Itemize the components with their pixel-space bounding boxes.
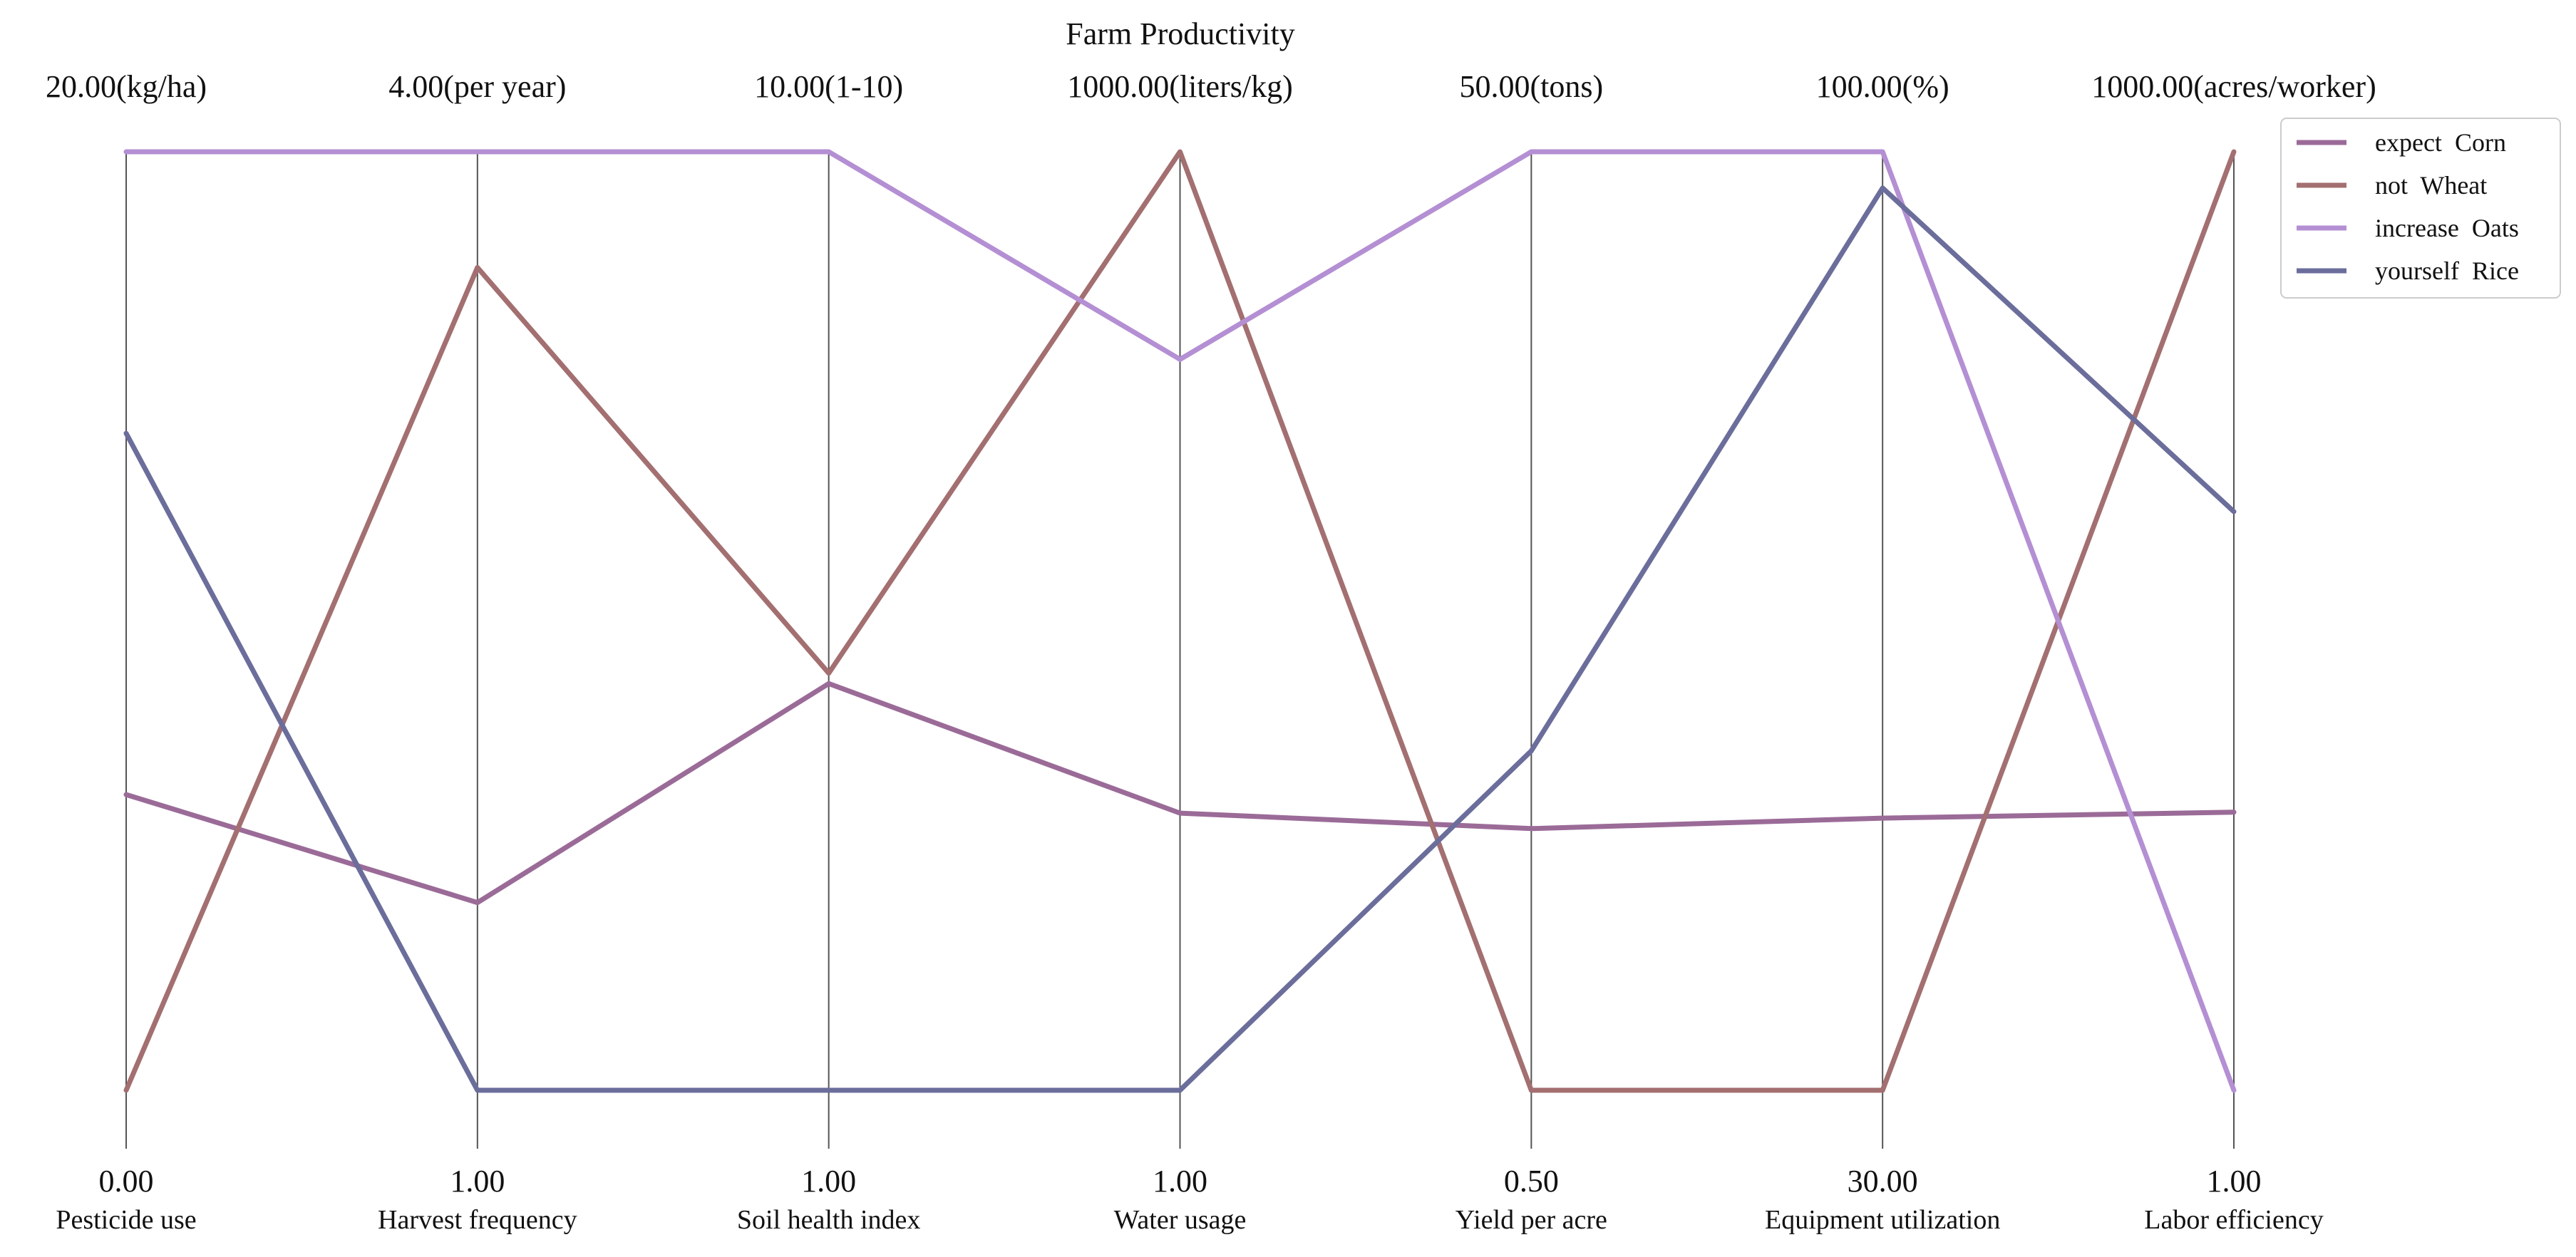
axis-name-yield-per-acre: Yield per acre (1456, 1205, 1607, 1235)
legend-label-expect-corn: expect Corn (2375, 128, 2506, 157)
axis-min-label-yield-per-acre: 0.50 (1504, 1164, 1559, 1199)
chart-title: Farm Productivity (1066, 16, 1294, 51)
axis-min-label-pesticide-use: 0.00 (99, 1164, 154, 1199)
series-line-not-wheat (123, 149, 2237, 1093)
legend-label-increase-oats: increase Oats (2375, 214, 2519, 242)
series-line-increase-oats (123, 149, 2237, 1093)
series-line-yourself-rice (123, 185, 2237, 1093)
axis-name-water-usage: Water usage (1114, 1205, 1247, 1235)
axis-name-equipment-utilization: Equipment utilization (1765, 1205, 2000, 1235)
axis-max-label-water-usage: 1000.00(liters/kg) (1067, 69, 1293, 104)
axis-max-label-labor-efficiency: 1000.00(acres/worker) (2091, 69, 2376, 104)
axis-max-label-harvest-frequency: 4.00(per year) (388, 69, 566, 104)
axis-min-label-equipment-utilization: 30.00 (1848, 1164, 1918, 1199)
series-line-expect-corn (123, 681, 2237, 906)
axis-name-labor-efficiency: Labor efficiency (2144, 1205, 2323, 1235)
axis-min-label-harvest-frequency: 1.00 (450, 1164, 505, 1199)
legend-label-yourself-rice: yourself Rice (2375, 257, 2519, 285)
axes-layer: 20.00(kg/ha) 0.00 Pesticide use 4.00(per ye… (46, 69, 2376, 1235)
legend-box (2280, 118, 2561, 299)
axis-name-harvest-frequency: Harvest frequency (378, 1205, 577, 1235)
axis-name-pesticide-use: Pesticide use (56, 1205, 196, 1235)
axis-min-label-labor-efficiency: 1.00 (2207, 1164, 2262, 1199)
axis-max-label-yield-per-acre: 50.00(tons) (1460, 69, 1604, 104)
axis-max-label-pesticide-use: 20.00(kg/ha) (46, 69, 207, 104)
legend: expect Corn not Wheat increase Oats yoursel… (2280, 118, 2561, 299)
axis-max-label-equipment-utilization: 100.00(%) (1816, 69, 1949, 104)
axis-min-label-water-usage: 1.00 (1153, 1164, 1207, 1199)
series-layer (123, 149, 2237, 1093)
axis-name-soil-health-index: Soil health index (737, 1205, 921, 1235)
legend-label-not-wheat: not Wheat (2375, 171, 2487, 200)
axis-min-label-soil-health-index: 1.00 (801, 1164, 856, 1199)
axis-max-label-soil-health-index: 10.00(1-10) (754, 69, 903, 104)
